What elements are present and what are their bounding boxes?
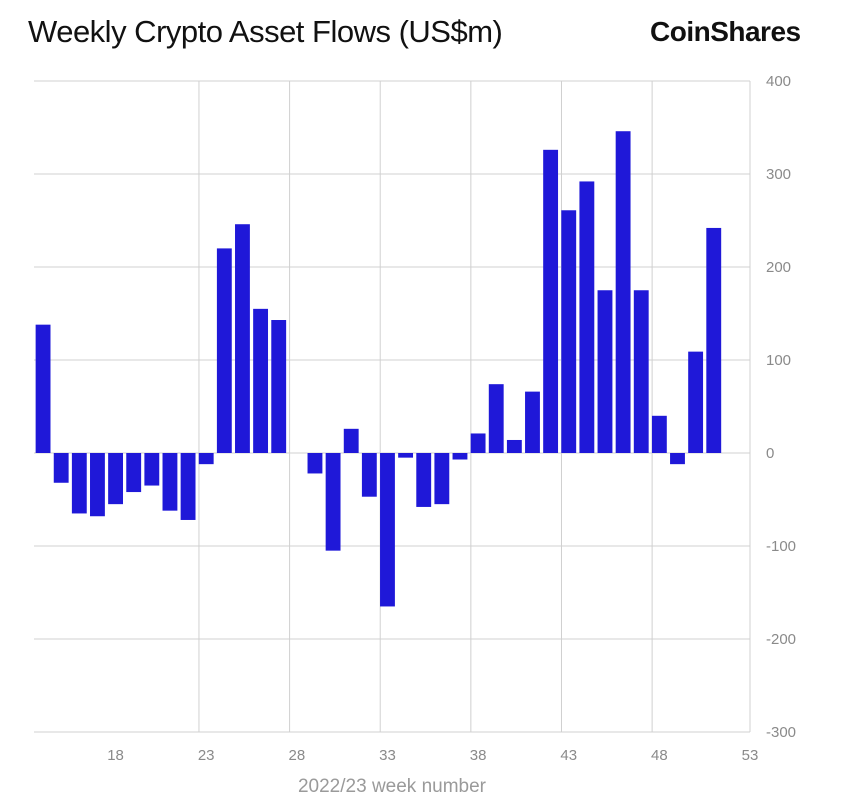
bar-week-43 [561,210,577,453]
bar-week-44 [579,181,595,453]
x-axis-ticks: 18 23 28 33 38 43 48 53 [107,747,758,764]
bar-week-47 [633,290,649,453]
bar-week-36 [434,453,450,505]
bar-week-49 [670,453,685,465]
x-axis-label: 2022/23 week number [298,776,487,797]
bar-week-25 [235,224,250,453]
bar-week-46 [615,131,631,453]
bar-week-48 [651,415,667,453]
bar-week-29 [307,453,323,474]
bar-week-32 [361,453,377,497]
bar-week-37 [452,453,468,460]
bar-week-40 [506,439,522,453]
y-axis-ticks: 400 300 200 100 0 -100 -200 -300 [766,73,796,741]
bar-week-33 [380,453,395,607]
bar-week-14 [35,324,51,453]
bars [35,131,722,607]
y-tick-label: 200 [766,259,791,276]
x-tick-label: 18 [107,747,124,764]
x-tick-label: 43 [560,747,577,764]
bar-week-18 [108,453,124,505]
bar-week-42 [543,149,559,453]
bar-week-16 [71,453,87,514]
x-tick-label: 28 [288,747,305,764]
bar-week-20 [144,453,160,486]
x-tick-label: 33 [379,747,396,764]
bar-week-50 [688,351,704,453]
chart-title: Weekly Crypto Asset Flows (US$m) [28,14,503,49]
x-tick-label: 23 [198,747,215,764]
bar-week-35 [416,453,432,507]
bar-week-34 [398,453,414,458]
bar-week-15 [53,453,69,483]
bar-week-31 [343,428,359,453]
bar-week-17 [90,453,105,517]
brand-logo: CoinShares [650,16,801,47]
y-tick-label: 100 [766,352,791,369]
bar-week-30 [325,453,341,551]
y-tick-label: 0 [766,445,774,462]
bar-week-21 [162,453,178,511]
bar-week-41 [525,391,540,453]
y-tick-label: -200 [766,631,796,648]
y-tick-label: 300 [766,166,791,183]
x-tick-label: 38 [470,747,487,764]
y-tick-label: -100 [766,538,796,555]
bar-week-38 [470,433,486,453]
bar-week-45 [597,290,613,453]
bar-week-22 [180,453,196,520]
bar-week-39 [488,384,504,453]
x-tick-label: 48 [651,747,668,764]
bar-week-26 [253,308,269,453]
bar-week-27 [271,320,287,453]
bar-week-23 [198,453,214,465]
bar-week-19 [126,453,142,493]
x-tick-label: 53 [742,747,759,764]
y-tick-label: -300 [766,724,796,741]
bar-week-51 [706,227,722,453]
y-tick-label: 400 [766,73,791,90]
bar-week-24 [216,248,232,453]
